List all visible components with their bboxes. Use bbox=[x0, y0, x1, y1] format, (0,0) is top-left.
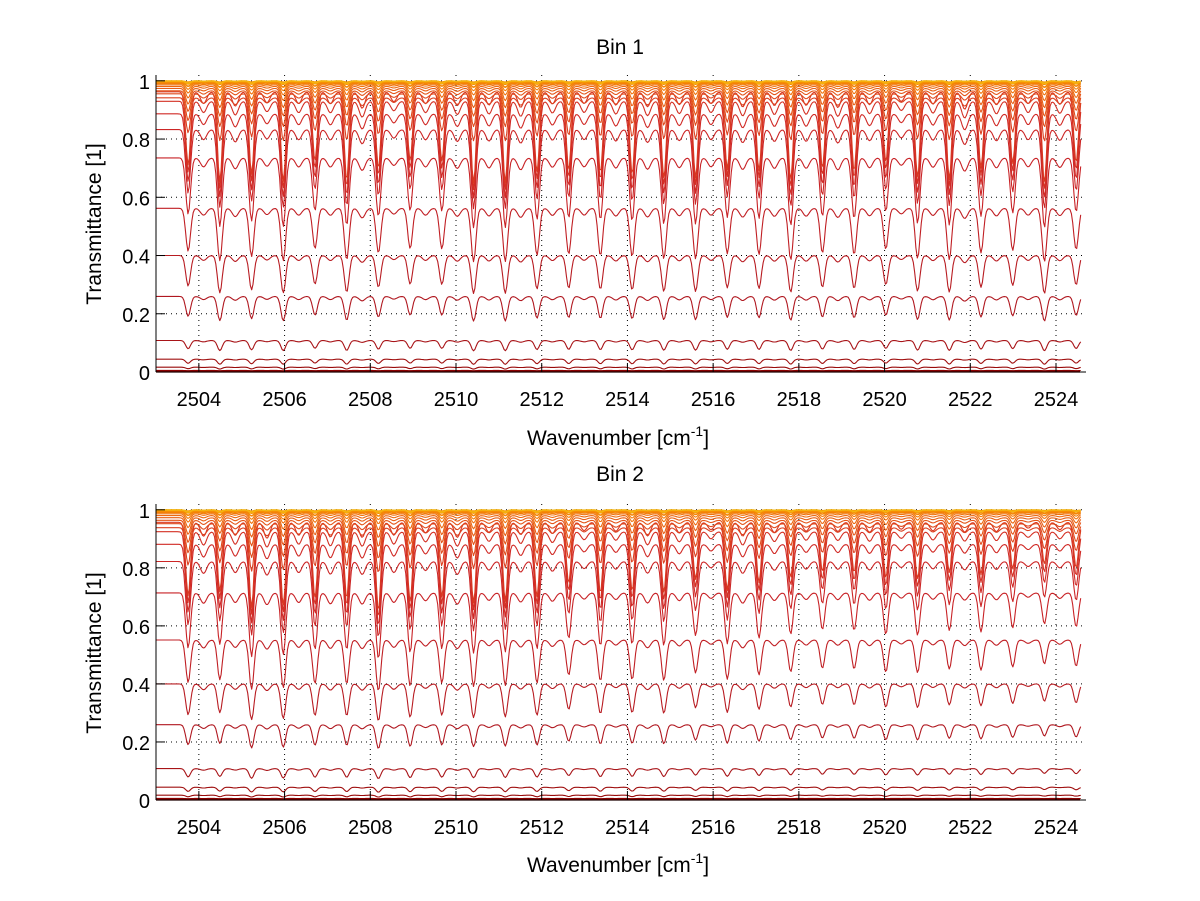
series-line bbox=[156, 794, 1081, 798]
series-line bbox=[156, 84, 1082, 96]
x-tick-label: 2522 bbox=[948, 389, 993, 411]
x-axis-label-superscript: -1 bbox=[691, 850, 704, 866]
series-line bbox=[156, 87, 1082, 109]
series-group bbox=[156, 80, 1082, 373]
x-tick-label: 2508 bbox=[348, 389, 393, 411]
series-line bbox=[156, 113, 1082, 199]
series-group bbox=[156, 509, 1082, 801]
series-line bbox=[156, 513, 1082, 525]
series-line bbox=[156, 254, 1082, 295]
series-line bbox=[156, 97, 1082, 142]
x-tick-label: 2520 bbox=[862, 389, 907, 411]
y-tick-label: 1 bbox=[139, 72, 150, 94]
x-tick-labels: 2504 2506 2508 2510 2512 2514 2516 2518 2520 2522… bbox=[177, 817, 1079, 839]
series-line bbox=[156, 517, 1082, 538]
x-tick-label: 2524 bbox=[1034, 389, 1079, 411]
y-tick-label: 0.4 bbox=[122, 247, 150, 269]
subplot-title: Bin 1 bbox=[596, 36, 644, 59]
x-tick-label: 2518 bbox=[777, 817, 822, 839]
y-tick-label: 0.8 bbox=[122, 130, 150, 152]
x-tick-label: 2504 bbox=[177, 389, 222, 411]
series-line bbox=[156, 560, 1082, 636]
x-tick-label: 2506 bbox=[262, 817, 307, 839]
series-line bbox=[156, 768, 1082, 779]
series-line bbox=[156, 786, 1081, 793]
y-tick-label: 0.2 bbox=[122, 305, 150, 327]
subplot-bin-2: Bin 2 2504 2506 2508 2510 2512 2514 2516 2518 25… bbox=[83, 463, 1086, 877]
series-line bbox=[156, 295, 1082, 322]
y-tick-label: 0.6 bbox=[122, 617, 150, 639]
x-axis-label-text: Wavenumber [cm bbox=[527, 427, 691, 450]
axes bbox=[155, 504, 1086, 801]
axes bbox=[155, 75, 1086, 373]
x-tick-label: 2512 bbox=[519, 817, 564, 839]
y-tick-label: 0.4 bbox=[122, 675, 150, 697]
x-axis-label-end: ] bbox=[703, 427, 709, 450]
x-axis-label-text: Wavenumber [cm bbox=[527, 854, 691, 877]
series-line bbox=[156, 531, 1082, 616]
y-axis-label: Transmittance [1] bbox=[83, 572, 106, 733]
y-tick-labels: 0 0.2 0.4 0.6 0.8 1 bbox=[122, 72, 150, 385]
x-tick-label: 2520 bbox=[862, 817, 907, 839]
series-line bbox=[156, 100, 1082, 191]
series-line bbox=[156, 724, 1082, 749]
x-axis-label-superscript: -1 bbox=[691, 423, 704, 439]
x-tick-label: 2510 bbox=[434, 817, 479, 839]
series-line bbox=[156, 85, 1082, 102]
x-tick-label: 2514 bbox=[605, 817, 650, 839]
x-axis-label-end: ] bbox=[703, 854, 709, 877]
y-tick-label: 1 bbox=[139, 501, 150, 523]
y-axis-label: Transmittance [1] bbox=[83, 143, 106, 304]
series-line bbox=[156, 592, 1082, 658]
y-tick-label: 0.6 bbox=[122, 188, 150, 210]
series-line bbox=[156, 523, 1082, 559]
series-line bbox=[156, 80, 1082, 84]
series-line bbox=[156, 358, 1082, 365]
y-tick-label: 0 bbox=[139, 363, 150, 385]
series-line bbox=[156, 639, 1082, 691]
series-line bbox=[156, 129, 1082, 210]
x-tick-label: 2508 bbox=[348, 817, 393, 839]
series-line bbox=[156, 527, 1082, 572]
x-tick-labels: 2504 2506 2508 2510 2512 2514 2516 2518 2520 2522… bbox=[177, 389, 1079, 411]
series-line bbox=[156, 91, 1082, 184]
series-line bbox=[156, 339, 1082, 352]
x-tick-label: 2510 bbox=[434, 389, 479, 411]
series-line bbox=[156, 509, 1081, 513]
x-tick-label: 2504 bbox=[177, 817, 222, 839]
x-tick-label: 2524 bbox=[1034, 817, 1079, 839]
series-line bbox=[156, 366, 1081, 370]
subplot-bin-1: Bin 1 2504 2506 2508 2510 2512 2514 2516 2518 25… bbox=[83, 36, 1086, 450]
y-tick-label: 0.2 bbox=[122, 733, 150, 755]
x-tick-label: 2506 bbox=[262, 389, 307, 411]
subplot-title: Bin 2 bbox=[596, 463, 644, 486]
series-line bbox=[156, 157, 1082, 229]
series-line bbox=[156, 515, 1082, 531]
series-line bbox=[156, 207, 1082, 263]
series-line bbox=[156, 683, 1082, 721]
x-tick-label: 2516 bbox=[691, 389, 736, 411]
series-line bbox=[156, 83, 1082, 92]
series-line bbox=[156, 543, 1082, 625]
x-tick-label: 2514 bbox=[605, 389, 650, 411]
x-axis-label: Wavenumber [cm-1] bbox=[527, 423, 709, 450]
series-line bbox=[156, 93, 1082, 128]
y-tick-label: 0.8 bbox=[122, 559, 150, 581]
x-axis-label: Wavenumber [cm-1] bbox=[527, 850, 709, 877]
x-tick-label: 2522 bbox=[948, 817, 993, 839]
y-tick-labels: 0 0.2 0.4 0.6 0.8 1 bbox=[122, 501, 150, 813]
y-tick-label: 0 bbox=[139, 791, 150, 813]
x-tick-label: 2518 bbox=[777, 389, 822, 411]
x-tick-label: 2516 bbox=[691, 817, 736, 839]
x-tick-label: 2512 bbox=[519, 389, 564, 411]
series-line bbox=[156, 90, 1082, 117]
series-line bbox=[156, 512, 1082, 520]
series-line bbox=[156, 519, 1082, 547]
